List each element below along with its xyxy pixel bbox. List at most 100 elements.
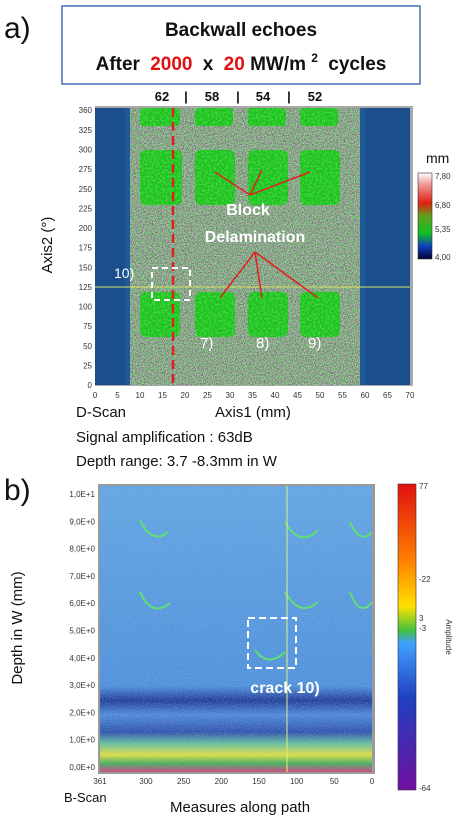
arc (284, 591, 319, 610)
annotation: crack 10) (250, 680, 319, 697)
title-part: x (203, 54, 214, 75)
y-tick-label: 1,0E+1 (69, 490, 95, 499)
note: Depth range: 3.7 -8.3mm in W (76, 453, 278, 470)
colorbar-label: -22 (419, 575, 431, 584)
edge (95, 108, 125, 385)
colorbar-label: 5,35 (435, 225, 451, 234)
x-tick-label: 100 (290, 777, 304, 786)
x-tick-label: 25 (203, 391, 212, 400)
x-axis-label: Measures along path (170, 799, 310, 816)
colorbar-label: 77 (419, 482, 428, 491)
column-label: | (287, 89, 291, 104)
y-tick-label: 9,0E+0 (69, 517, 95, 526)
title-line1: Backwall echoes (165, 20, 317, 41)
y-axis-label: Axis2 (°) (39, 217, 56, 274)
colorbar-label: 6,80 (435, 201, 451, 210)
colorbar-unit: mm (426, 150, 449, 166)
y-tick-label: 100 (79, 303, 93, 312)
column-label: | (236, 89, 240, 104)
y-tick-label: 7,0E+0 (69, 572, 95, 581)
x-tick-label: 70 (406, 391, 415, 400)
x-tick-label: 10 (136, 391, 145, 400)
crack-box (151, 267, 191, 301)
colorbar-labels: 77 -22 3-3 -64 (419, 482, 431, 793)
y-axis-label: Depth in W (mm) (9, 571, 26, 684)
column-labels: 62 | 58 | 54 | 52 (155, 89, 322, 104)
x-tick-label: 40 (271, 391, 280, 400)
column-label: 52 (308, 89, 322, 104)
y-tick-label: 150 (79, 263, 93, 272)
column-label: 62 (155, 89, 169, 104)
annotation: 9) (308, 335, 321, 352)
y-tick-label: 0 (88, 381, 93, 390)
b-scan-axes: 1,0E+1 9,0E+0 8,0E+0 7,0E+0 6,0E+0 5,0E+0 4,0E… (69, 490, 374, 786)
colorbar (397, 483, 417, 791)
y-tick-label: 200 (79, 224, 93, 233)
colorbar-title: Amplitude (444, 619, 453, 655)
title-part: cycles (328, 54, 386, 75)
y-tick-label: 1,0E+0 (69, 736, 95, 745)
y-tick-label: 5,0E+0 (69, 627, 95, 636)
green-noise (130, 108, 360, 385)
arc (349, 591, 373, 610)
title-part: 20 (224, 54, 245, 75)
x-tick-label: 361 (93, 777, 107, 786)
title-line2: After 2000 x 20 MW/m 2 cycles (96, 46, 387, 75)
arrow (254, 251, 263, 299)
y-tick-label: 75 (83, 322, 92, 331)
column-label: | (184, 89, 188, 104)
x-tick-label: 300 (139, 777, 153, 786)
echo-arcs (139, 519, 373, 661)
d-scan-image: Block Delamination 10) 7) 8) 9) (95, 106, 413, 386)
crack-box (247, 617, 297, 669)
arc (254, 649, 286, 661)
arrow (214, 171, 251, 196)
x-tick-label: 200 (215, 777, 229, 786)
x-tick-label: 55 (338, 391, 347, 400)
y-tick-label: 6,0E+0 (69, 599, 95, 608)
y-tick-label: 325 (79, 126, 93, 135)
y-tick-label: 3,0E+0 (69, 681, 95, 690)
x-tick-label: 250 (177, 777, 191, 786)
colorbar-label: 3 (419, 614, 424, 623)
edge (365, 108, 410, 385)
x-tick-label: 45 (293, 391, 302, 400)
arrow (249, 169, 263, 196)
title-part: After (96, 54, 141, 75)
y-tick-label: 25 (83, 361, 92, 370)
colorbar-labels: 7,80 6,80 5,35 4,00 (435, 172, 451, 262)
arc (284, 521, 319, 539)
column-label: 54 (256, 89, 271, 104)
arc (349, 521, 373, 538)
y-tick-label: 175 (79, 244, 93, 253)
noise (100, 486, 372, 772)
title-part: 2000 (150, 54, 192, 75)
y-tick-label: 300 (79, 146, 93, 155)
x-tick-label: 35 (248, 391, 257, 400)
title-part: 2 (311, 51, 318, 65)
annotation: 8) (256, 335, 269, 352)
panel-label: b) (4, 474, 31, 507)
y-tick-label: 50 (83, 342, 92, 351)
x-tick-label: 0 (93, 391, 98, 400)
scan-name: B-Scan (64, 790, 107, 805)
annotation: 10) (114, 265, 134, 281)
y-tick-label: 4,0E+0 (69, 654, 95, 663)
y-tick-label: 125 (79, 283, 93, 292)
panel-label: a) (4, 12, 31, 45)
b-scan-image: crack 10) (98, 484, 375, 774)
annotation: 7) (200, 335, 213, 352)
x-tick-label: 0 (370, 777, 375, 786)
colorbar-label: -3 (419, 624, 427, 633)
d-scan-axes: 0 5 10 15 20 25 30 35 40 45 50 55 60 65 70 360 325 300 275… (79, 106, 415, 400)
x-tick-label: 50 (316, 391, 325, 400)
arrow (249, 171, 311, 196)
title-part: MW/m (250, 54, 306, 75)
y-tick-label: 250 (79, 185, 93, 194)
arrow (254, 251, 319, 299)
colorbar-label: -64 (419, 784, 431, 793)
x-tick-label: 150 (252, 777, 266, 786)
y-tick-label: 275 (79, 165, 93, 174)
y-tick-label: 8,0E+0 (69, 545, 95, 554)
